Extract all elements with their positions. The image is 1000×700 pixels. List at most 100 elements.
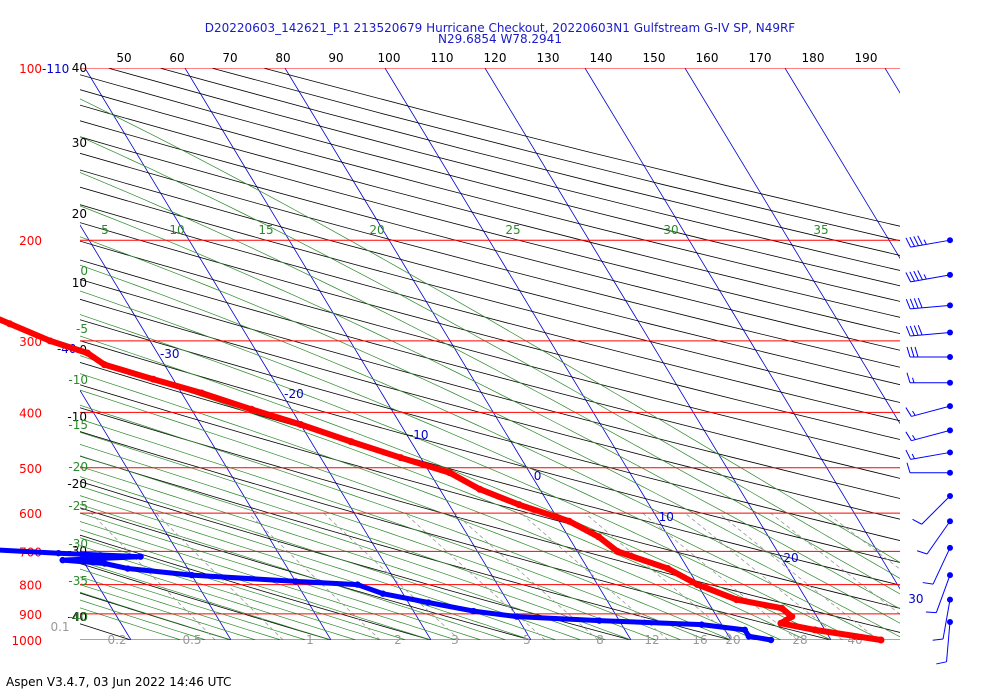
wind-barb-flag xyxy=(925,611,937,614)
moist-adiabat-left-label: -20 xyxy=(68,460,88,474)
pressure-label-500: 500 xyxy=(19,462,42,476)
mixing-ratio-label: 20 xyxy=(725,633,740,647)
temperature-point xyxy=(446,469,454,477)
mixing-ratio-label: 0.2 xyxy=(107,633,126,647)
dry-adiabat-line xyxy=(80,319,900,541)
moist-adiabat-left-label: -10 xyxy=(68,373,88,387)
dry-adiabat-top-label: 150 xyxy=(643,51,666,65)
pressure-label-200: 200 xyxy=(19,234,42,248)
moist-adiabat-line xyxy=(80,236,900,624)
dry-adiabat-line xyxy=(159,68,900,256)
isotherm-line xyxy=(80,389,232,640)
temperature-point xyxy=(247,405,255,413)
wind-barb-flag xyxy=(909,298,915,309)
moist-adiabat-left-label: -25 xyxy=(68,499,88,513)
isotherm-line xyxy=(284,68,632,640)
dry-adiabat-top-label: 130 xyxy=(537,51,560,65)
dry-adiabat-top-label: 100 xyxy=(378,51,401,65)
pressure-label-1000: 1000 xyxy=(11,634,42,648)
mixing-ratio-line xyxy=(520,512,669,640)
mixing-ratio-line xyxy=(826,512,900,570)
dry-adiabat-line xyxy=(80,384,900,609)
wind-barb-flag xyxy=(910,346,915,358)
temperature-line xyxy=(0,316,884,643)
temperature-point xyxy=(6,320,14,328)
isotherm-line xyxy=(84,68,432,640)
dry-adiabat-line xyxy=(80,152,900,368)
dewpoint-point xyxy=(101,560,108,567)
dry-adiabat-left-label: -10 xyxy=(67,410,87,424)
temperature-point xyxy=(733,596,741,604)
wind-barb-flag xyxy=(906,372,911,383)
temperature-point xyxy=(515,501,523,509)
wind-barb-staff xyxy=(910,451,951,460)
dry-adiabat-line xyxy=(80,204,900,422)
mixing-ratio-label: 12 xyxy=(644,633,659,647)
dewpoint-point xyxy=(55,549,62,557)
moist-adiabat-line xyxy=(80,444,657,640)
wind-barb-flag xyxy=(913,270,919,281)
temperature-point xyxy=(83,349,91,357)
moist-adiabat-line xyxy=(80,264,900,638)
moist-adiabat-line xyxy=(80,545,382,640)
dry-adiabat-line xyxy=(80,89,900,302)
isotherm-label: 30 xyxy=(908,592,923,606)
pressure-label-600: 600 xyxy=(19,507,42,521)
dry-adiabat-line xyxy=(80,455,732,640)
moist-adiabat-line xyxy=(80,591,232,640)
dry-adiabat-left-label: 20 xyxy=(72,207,87,221)
wind-barb-half-flag xyxy=(923,274,927,280)
pressure-label-900: 900 xyxy=(19,608,42,622)
dewpoint-point xyxy=(513,613,521,620)
dry-adiabat-left-label: 10 xyxy=(72,276,87,290)
isotherm-line xyxy=(684,68,900,425)
dry-adiabat-left-label: -40 xyxy=(67,610,87,624)
mixing-ratio-label: 5 xyxy=(523,633,531,647)
dewpoint-point xyxy=(379,590,387,597)
wind-barb-half-flag xyxy=(912,410,916,416)
dry-adiabat-line xyxy=(80,534,432,640)
wind-barb-flag xyxy=(932,638,944,641)
temperature-point xyxy=(46,337,54,345)
dry-adiabat-left-label: 40 xyxy=(72,61,87,75)
dewpoint-point xyxy=(188,571,195,579)
isotherm-label: -30 xyxy=(160,347,180,361)
dry-adiabat-top-label: 110 xyxy=(431,51,454,65)
wind-barb-flag xyxy=(905,237,912,248)
temperature-point xyxy=(297,420,305,428)
dry-adiabat-left-label: -20 xyxy=(67,477,87,491)
moist-adiabat-line xyxy=(80,373,782,640)
wind-barb-staff xyxy=(935,574,951,613)
wind-barb-flag xyxy=(905,326,911,337)
moist-adiabat-left-label: -40 xyxy=(68,610,88,624)
dry-adiabat-line xyxy=(80,340,900,563)
moist-adiabat-line xyxy=(80,560,332,640)
wind-barb-flag xyxy=(913,236,919,246)
dry-adiabat-line xyxy=(80,298,900,520)
dewpoint-point xyxy=(425,599,432,606)
dry-adiabat-line xyxy=(80,507,532,640)
moist-adiabat-top-label: 35 xyxy=(813,223,828,237)
plot-area xyxy=(80,68,900,640)
dry-adiabat-line xyxy=(80,169,900,386)
wind-barb-flag xyxy=(905,407,912,417)
dewpoint-point xyxy=(745,633,752,640)
wind-barb-flag xyxy=(906,346,911,358)
wind-barb-flag xyxy=(916,550,928,555)
wind-barb-staff xyxy=(921,495,951,525)
mixing-ratio-line xyxy=(642,512,798,640)
dry-adiabat-top-label: 90 xyxy=(328,51,343,65)
dry-adiabat-top-label: 70 xyxy=(222,51,237,65)
dewpoint-point xyxy=(59,556,66,564)
moist-adiabat-line xyxy=(80,584,257,640)
moist-adiabat-top-label: 25 xyxy=(505,223,520,237)
wind-barb-flag xyxy=(909,236,915,247)
dry-adiabat-line xyxy=(80,136,900,351)
temperature-point xyxy=(788,613,796,621)
isotherm-label: -10 xyxy=(409,428,429,442)
wind-barb-staff xyxy=(932,547,951,585)
moist-adiabat-left-label: -35 xyxy=(68,574,88,588)
dry-adiabat-line xyxy=(80,592,232,640)
isotherm-line xyxy=(584,68,900,590)
